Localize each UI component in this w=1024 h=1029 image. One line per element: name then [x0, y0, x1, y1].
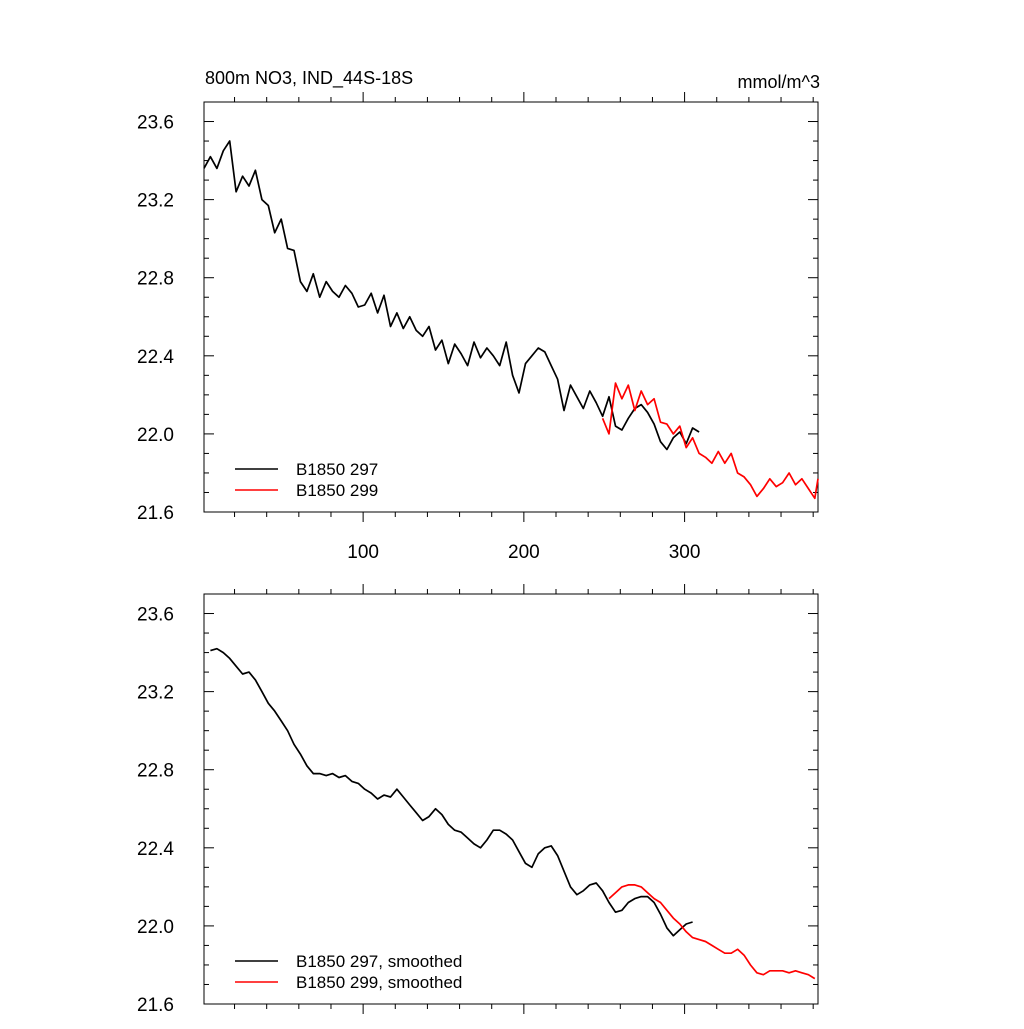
y-tick-label: 22.8 [137, 269, 174, 290]
legend-label-297-smoothed: B1850 297, smoothed [296, 952, 462, 971]
top-legend: B1850 297 B1850 299 [235, 460, 378, 500]
y-tick-label: 22.4 [137, 347, 174, 368]
y-tick-label: 22.8 [137, 761, 174, 782]
y-tick-label: 22.0 [137, 917, 174, 938]
x-tick-label: 200 [508, 542, 540, 563]
y-tick-label: 23.2 [137, 683, 174, 704]
top-series-group [203, 140, 819, 500]
y-tick-label: 23.6 [137, 605, 174, 626]
chart-title: 800m NO3, IND_44S-18S [205, 68, 413, 89]
x-tick-label: 300 [669, 542, 701, 563]
y-tick-label: 21.6 [137, 995, 174, 1016]
y-tick-label: 23.2 [137, 191, 174, 212]
top-chart-panel: 800m NO3, IND_44S-18S mmol/m^3 21.622.02… [137, 68, 820, 563]
bottom-series-line-0 [210, 647, 693, 937]
top-series-line-1 [601, 382, 819, 500]
bottom-legend: B1850 297, smoothed B1850 299, smoothed [235, 952, 462, 992]
y-tick-label: 22.4 [137, 839, 174, 860]
y-tick-label: 23.6 [137, 113, 174, 134]
bottom-chart-panel: 21.6 22.0 22.4 22.8 23.2 23.6 B1850 297, smoo… [137, 584, 819, 1016]
top-series-line-0 [203, 140, 700, 451]
top-plot-frame [203, 101, 819, 513]
bottom-series-group [210, 647, 816, 980]
legend-label-299-smoothed: B1850 299, smoothed [296, 973, 462, 992]
y-tick-label: 21.6 [137, 503, 174, 524]
y-tick-label: 22.0 [137, 425, 174, 446]
legend-label-297: B1850 297 [296, 460, 378, 479]
bottom-series-line-1 [608, 884, 816, 980]
chart-units-label: mmol/m^3 [738, 72, 820, 92]
x-tick-label: 100 [347, 542, 379, 563]
bottom-axis-ticks: 21.6 22.0 22.4 22.8 23.2 23.6 [137, 584, 818, 1016]
bottom-plot-frame [203, 593, 819, 1005]
top-axis-ticks: 21.6 22.0 22.4 22.8 23.2 23.6 100 200 300 [137, 92, 818, 563]
legend-label-299: B1850 299 [296, 481, 378, 500]
